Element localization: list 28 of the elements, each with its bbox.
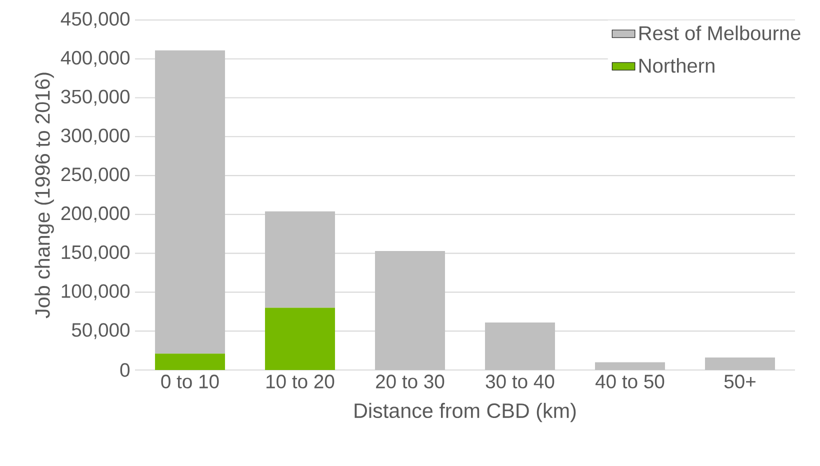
bar bbox=[375, 250, 445, 370]
y-tick-label: 0 bbox=[120, 363, 130, 377]
y-tick-label: 100,000 bbox=[62, 284, 130, 300]
bar bbox=[265, 211, 336, 308]
y-tick-label: 350,000 bbox=[61, 90, 130, 106]
bar bbox=[595, 362, 665, 370]
bar bbox=[485, 322, 556, 370]
x-tick-label: 50+ bbox=[724, 374, 756, 388]
x-tick-label: 0 to 10 bbox=[161, 374, 219, 388]
y-tick-label: 50,000 bbox=[72, 323, 130, 340]
x-axis-title: Distance from CBD (km) bbox=[354, 402, 576, 422]
x-tick-label: 40 to 50 bbox=[596, 374, 664, 388]
bar bbox=[265, 308, 336, 370]
bar bbox=[155, 50, 226, 354]
x-tick-label: 10 to 20 bbox=[266, 374, 334, 388]
y-tick-label: 300,000 bbox=[61, 128, 130, 145]
y-tick-label: 400,000 bbox=[60, 50, 130, 67]
y-axis-title: Job change (1996 to 2016) bbox=[34, 72, 54, 318]
y-tick-label: 450,000 bbox=[60, 12, 130, 28]
y-tick-label: 200,000 bbox=[61, 206, 130, 222]
bar bbox=[705, 358, 775, 370]
bar bbox=[155, 354, 226, 370]
x-tick-label: 30 to 40 bbox=[486, 374, 554, 388]
legend-label: Rest of Melbourne bbox=[639, 26, 800, 40]
x-tick-label: 20 to 30 bbox=[376, 374, 444, 388]
y-tick-label: 250,000 bbox=[61, 168, 130, 184]
y-tick-label: 150,000 bbox=[62, 245, 130, 262]
legend-label: Northern bbox=[639, 58, 714, 73]
